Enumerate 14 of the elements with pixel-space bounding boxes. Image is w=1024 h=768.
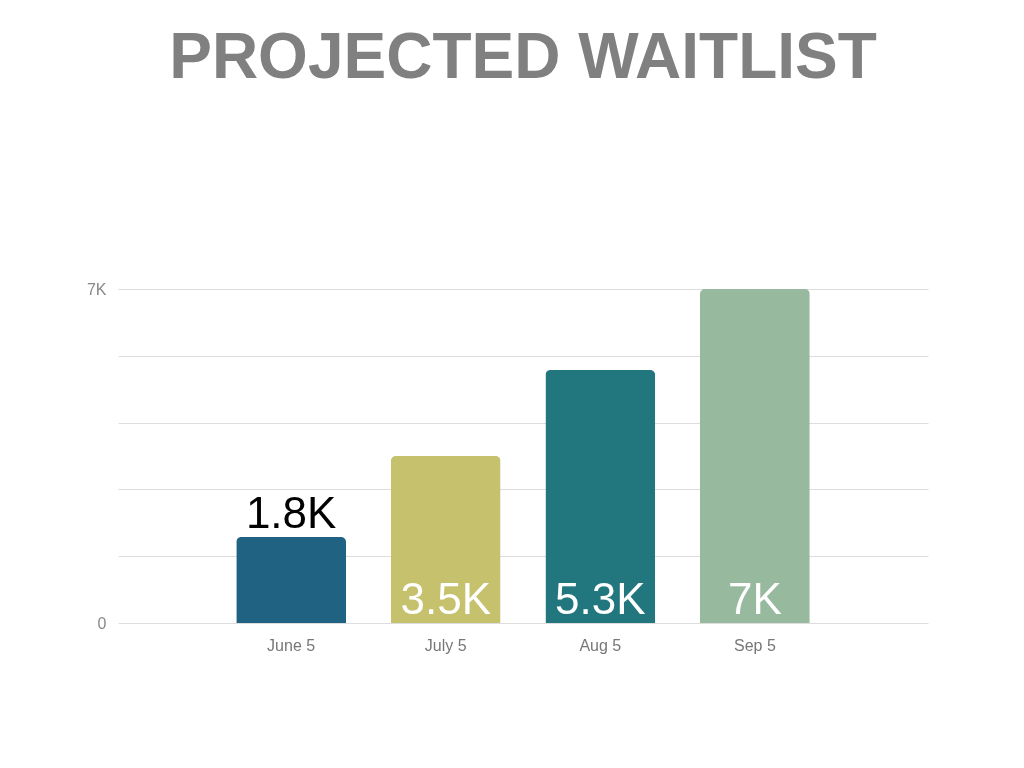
- bar: [236, 537, 347, 623]
- data-label: 1.8K: [245, 488, 337, 538]
- data-label: 5.3K: [555, 574, 646, 623]
- chart-title: PROJECTED WAITLIST: [169, 20, 877, 92]
- x-tick-label: June 5: [267, 636, 316, 654]
- x-tick-label: Sep 5: [733, 636, 776, 654]
- x-tick-label: Aug 5: [579, 636, 622, 654]
- data-label: 7K: [727, 574, 782, 623]
- bar: [545, 370, 656, 623]
- x-tick-label: July 5: [424, 636, 467, 654]
- data-label: 3.5K: [400, 574, 491, 623]
- bar: [699, 289, 810, 623]
- y-tick-label: 0: [97, 614, 107, 632]
- bar: [390, 456, 501, 623]
